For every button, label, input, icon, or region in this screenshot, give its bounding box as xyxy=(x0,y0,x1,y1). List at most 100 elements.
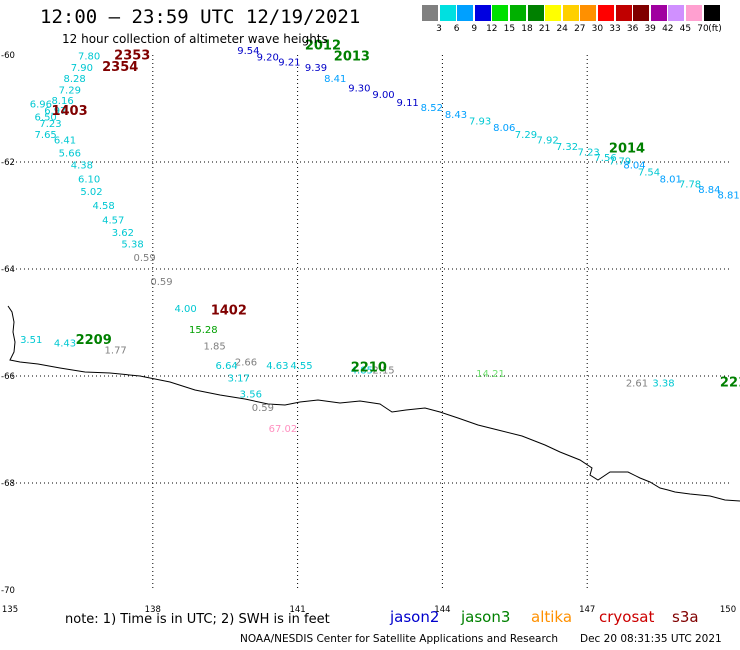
satellite-name: jason3 xyxy=(461,608,511,626)
wave-height-value: 7.23 xyxy=(39,119,61,130)
longitude-label: 144 xyxy=(434,605,450,615)
pass-time-label: 2210 xyxy=(351,361,387,376)
wave-height-value: 9.00 xyxy=(372,90,394,101)
wave-height-value: 6.50 xyxy=(35,112,57,123)
wave-height-value: 8.01 xyxy=(660,174,682,185)
wave-height-value: 6.97 xyxy=(44,106,66,117)
latitude-label: -62 xyxy=(1,158,15,168)
satellite-name: s3a xyxy=(672,608,699,626)
longitude-label: 141 xyxy=(289,605,305,615)
legend-swatch xyxy=(668,5,685,21)
longitude-label: 147 xyxy=(579,605,595,615)
legend-swatch xyxy=(457,5,474,21)
pass-time-label: 1403 xyxy=(51,104,87,119)
legend-swatch xyxy=(527,5,544,21)
wave-height-value: 9.39 xyxy=(305,63,327,74)
legend-label: 45 xyxy=(679,24,692,34)
wave-height-value: 4.57 xyxy=(102,216,124,227)
wave-height-value: 3.56 xyxy=(240,389,262,400)
wave-height-value: 0.59 xyxy=(150,277,172,288)
legend-label: 27 xyxy=(574,24,586,34)
legend-label: 42 xyxy=(662,24,674,34)
latitude-labels: -60 -62 -64 -66 -68 -70 xyxy=(1,51,15,596)
wave-height-value: 9.30 xyxy=(348,83,370,94)
wave-height-value: 7.56 xyxy=(594,153,616,164)
legend-label: 39 xyxy=(644,24,656,34)
wave-height-value: 5.66 xyxy=(59,149,81,160)
pass-time-label: 2353 xyxy=(114,48,150,63)
wave-height-value: 2.15 xyxy=(372,365,394,376)
legend-label: 33 xyxy=(609,24,621,34)
pass-time-label: 2211 xyxy=(720,376,740,391)
legend-label: 12 xyxy=(486,24,498,34)
legend-label: 21 xyxy=(538,24,551,34)
legend-label: 3 xyxy=(436,24,442,34)
wave-height-value: 8.41 xyxy=(324,74,346,85)
legend-label: 6 xyxy=(453,24,460,34)
wave-height-value: 7.78 xyxy=(679,180,701,191)
antarctic-coastline xyxy=(7,305,740,502)
wave-height-value: 2.66 xyxy=(235,357,257,368)
page-subtitle: 12 hour collection of altimeter wave hei… xyxy=(62,32,328,46)
wave-height-observations: 7.807.908.287.298.166.966.976.507.237.65… xyxy=(20,46,740,435)
legend-swatch xyxy=(510,5,526,21)
wave-height-value: 7.80 xyxy=(78,51,100,62)
latitude-label: -70 xyxy=(1,586,15,596)
wave-height-value: 9.20 xyxy=(257,52,279,63)
longitude-label: 150 xyxy=(720,605,736,615)
wave-height-value: 3.38 xyxy=(652,379,674,390)
legend-swatch xyxy=(598,5,614,21)
wave-height-value: 7.90 xyxy=(71,63,93,74)
wave-height-value: 3.51 xyxy=(20,335,42,346)
wave-height-value: 3.62 xyxy=(112,228,134,239)
wave-height-value: 4.55 xyxy=(290,361,312,372)
wave-height-value: 9.54 xyxy=(237,46,259,57)
longitude-labels: 135 138 141 144 147 150 xyxy=(2,605,736,615)
legend-swatch xyxy=(703,5,720,21)
legend-swatch xyxy=(422,5,438,21)
footer-credit: NOAA/NESDIS Center for Satellite Applica… xyxy=(240,633,558,645)
wave-height-value: 1.77 xyxy=(105,346,127,357)
footer-timestamp: Dec 20 08:31:35 UTC 2021 xyxy=(580,633,722,645)
wave-height-value: 14.21 xyxy=(476,369,505,380)
legend-label: 36 xyxy=(626,24,639,34)
wave-height-value: 8.04 xyxy=(623,160,645,171)
wave-height-value: 7.79 xyxy=(609,157,631,168)
wave-height-value: 7.93 xyxy=(469,117,491,128)
latitude-label: -64 xyxy=(1,265,15,275)
pass-time-label: 2014 xyxy=(609,141,645,156)
wave-height-value: 0.59 xyxy=(133,253,155,264)
wave-height-value: 2.61 xyxy=(626,379,648,390)
longitude-label: 135 xyxy=(2,605,18,615)
legend-swatch xyxy=(633,5,650,21)
wave-height-value: 7.29 xyxy=(59,86,81,97)
map-border xyxy=(8,55,732,590)
wave-height-value: 8.81 xyxy=(718,190,740,201)
wave-height-value: 9.11 xyxy=(397,98,419,109)
wave-height-value: 15.28 xyxy=(189,325,218,336)
wave-height-value: 5.38 xyxy=(121,240,143,251)
wave-height-value: 7.32 xyxy=(556,142,578,153)
satellite-name: jason2 xyxy=(390,608,440,626)
wave-height-value: 1.85 xyxy=(203,341,225,352)
wave-height-value: 6.41 xyxy=(54,135,76,146)
wave-height-value: 8.28 xyxy=(64,74,86,85)
footer-note: note: 1) Time is in UTC; 2) SWH is in fe… xyxy=(65,612,330,627)
legend-swatch xyxy=(650,5,667,21)
legend-label: 18 xyxy=(521,24,533,34)
lat-lon-grid xyxy=(8,55,732,590)
legend-swatch xyxy=(580,5,597,21)
legend-unit: (ft) xyxy=(708,24,722,34)
latitude-label: -66 xyxy=(1,372,15,382)
wave-height-value: 8.16 xyxy=(51,96,73,107)
wave-height-value: 7.29 xyxy=(515,130,537,141)
wave-height-value: 3.17 xyxy=(228,373,250,384)
latitude-label: -60 xyxy=(1,51,15,61)
wave-height-value: 4.43 xyxy=(54,339,76,350)
wave-height-value: 4.38 xyxy=(71,160,93,171)
wave-height-value: 8.84 xyxy=(698,185,720,196)
wave-height-value: 7.65 xyxy=(35,130,57,141)
